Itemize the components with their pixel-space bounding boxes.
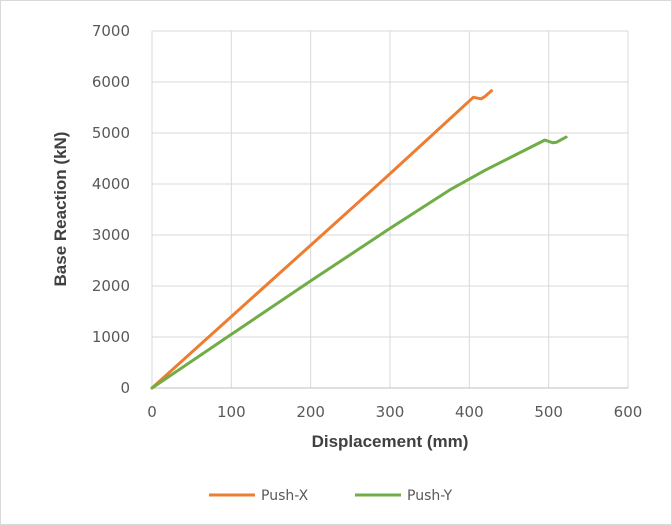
series-line-push-y (150, 135, 568, 390)
x-tick-label-300: 300 (376, 403, 405, 421)
tick-labels: 0 1000 2000 3000 4000 5000 6000 7000 0 100 200 300 4… (92, 22, 643, 421)
x-tick-label-100: 100 (217, 403, 246, 421)
axes (151, 31, 628, 389)
x-tick-label-200: 200 (296, 403, 325, 421)
legend-label-push-x: Push-X (261, 488, 309, 504)
y-tick-label-1000: 1000 (92, 328, 130, 346)
x-axis-title: Displacement (mm) (312, 432, 469, 451)
y-tick-label-0: 0 (120, 379, 130, 397)
y-tick-label-4000: 4000 (92, 175, 130, 193)
grid (152, 30, 629, 388)
legend-label-push-y: Push-Y (407, 488, 453, 504)
x-tick-label-600: 600 (614, 403, 643, 421)
y-tick-label-5000: 5000 (92, 124, 130, 142)
x-tick-label-0: 0 (147, 403, 157, 421)
y-axis-title: Base Reaction (kN) (51, 132, 70, 287)
x-tick-label-500: 500 (534, 403, 563, 421)
x-tick-label-400: 400 (455, 403, 484, 421)
legend: Push-X Push-Y (209, 488, 453, 504)
y-tick-label-2000: 2000 (92, 277, 130, 295)
y-tick-label-6000: 6000 (92, 73, 130, 91)
y-tick-label-3000: 3000 (92, 226, 130, 244)
y-tick-label-7000: 7000 (92, 22, 130, 40)
series-lines (150, 89, 568, 390)
series-line-push-x (150, 89, 493, 390)
